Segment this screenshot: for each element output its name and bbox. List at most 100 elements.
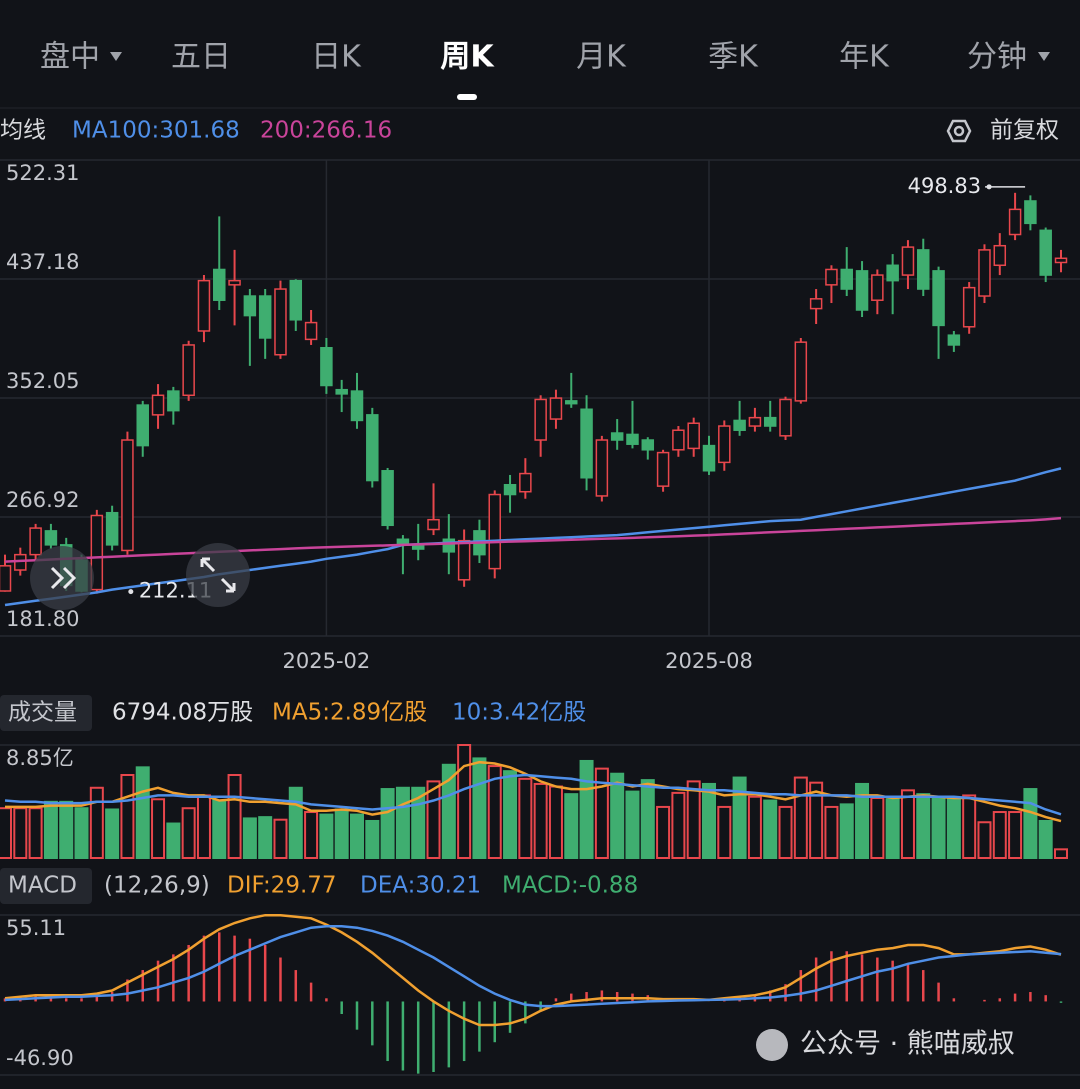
y-tick-label: 55.11: [6, 916, 66, 940]
tab[interactable]: 月K: [576, 40, 627, 75]
candle-body: [886, 264, 899, 282]
volume-bar: [1008, 811, 1023, 859]
tab[interactable]: 年K: [839, 40, 890, 75]
panel-badge: [0, 868, 92, 904]
expand-icon: [200, 557, 236, 593]
y-tick-label: 522.31: [6, 161, 79, 185]
candle-body: [381, 470, 394, 527]
tab[interactable]: 分钟: [967, 40, 1027, 75]
candle-body: [871, 274, 884, 301]
candle-body: [763, 416, 777, 427]
candle-body: [641, 439, 655, 451]
volume-bar: [1023, 788, 1038, 859]
active-indicator: [457, 94, 477, 100]
candle-body: [136, 404, 149, 447]
series-line: [4, 913, 1062, 1027]
candle-body: [289, 279, 303, 321]
series-line: [4, 516, 1062, 563]
expand-button[interactable]: [186, 543, 250, 607]
candle-body: [794, 341, 808, 402]
volume-bar: [319, 813, 334, 860]
legend-entry: 10:3.42亿股: [452, 700, 586, 726]
candle-body: [366, 414, 379, 482]
candle-body: [488, 493, 501, 570]
volume-bar: [900, 789, 915, 860]
candle-body: [335, 388, 348, 395]
candle-body: [503, 483, 517, 496]
y-tick-label: 266.92: [6, 488, 79, 512]
adjustment-toggle[interactable]: 前复权: [990, 118, 1059, 144]
candle-body: [917, 249, 930, 290]
panel-title: MACD: [8, 873, 77, 899]
candle-body: [197, 279, 211, 332]
volume-bar: [839, 803, 854, 859]
candle-body: [258, 295, 272, 339]
panel-title: 成交量: [8, 700, 77, 726]
candle-body: [748, 416, 762, 427]
y-tick-label: 181.80: [6, 607, 79, 631]
volume-bar: [702, 782, 716, 859]
dropdown-arrow[interactable]: [110, 52, 122, 61]
volume-bar: [640, 779, 655, 859]
volume-bar: [855, 782, 870, 859]
y-tick-label: 8.85亿: [6, 746, 74, 770]
volume-bar: [610, 772, 625, 860]
candle-body: [1054, 257, 1068, 264]
legend-entry: MA5:2.89亿股: [272, 700, 427, 726]
macd-header: MACD (12,26,9) DIF:29.77 DEA:30.21 MACD:…: [0, 868, 638, 904]
watermark: 公众号 · 熊喵威叔: [800, 1029, 1015, 1060]
legend-entry: 200:266.16: [260, 118, 392, 144]
volume-bar: [732, 776, 747, 860]
candle-body: [274, 288, 287, 356]
dropdown-arrow[interactable]: [1038, 52, 1050, 61]
candle-body: [167, 390, 180, 412]
volume-bar: [778, 805, 793, 860]
volume-bar: [242, 817, 257, 860]
volume-bar: [273, 818, 288, 859]
volume-bar: [166, 822, 181, 860]
volume-bar: [656, 805, 671, 860]
volume-value: 6794.08万股: [112, 700, 253, 726]
y-tick-label: -46.90: [6, 1046, 74, 1070]
settings-icon[interactable]: [946, 119, 972, 143]
volume-bar: [151, 798, 166, 860]
candle-body: [656, 451, 670, 487]
scroll-icon: [50, 566, 77, 590]
volume-bar: [1038, 819, 1053, 859]
volume-bar: [365, 819, 380, 859]
tab[interactable]: 日K: [311, 40, 362, 75]
candle-body: [855, 270, 869, 311]
candle-body: [457, 539, 471, 581]
x-tick-label: 2025-08: [665, 649, 753, 673]
volume-bar: [227, 774, 242, 860]
candle-body: [809, 298, 823, 310]
candle-body: [687, 422, 700, 450]
volume-bar: [533, 782, 548, 859]
volume-bar: [977, 821, 992, 860]
volume-bar: [334, 808, 349, 859]
high-label: 498.83: [908, 174, 981, 198]
tab[interactable]: 季K: [708, 40, 759, 75]
volume-bar: [13, 807, 28, 859]
tab-active[interactable]: 周K: [440, 40, 495, 75]
volume-bar: [564, 793, 579, 860]
volume-bar: [931, 796, 946, 860]
volume-header: 成交量 6794.08万股 MA5:2.89亿股 10:3.42亿股: [0, 695, 586, 731]
tab[interactable]: 五日: [171, 40, 231, 75]
legend-entry: DEA:30.21: [360, 873, 481, 899]
candle-body: [350, 390, 364, 422]
wechat-icon: [756, 1029, 788, 1061]
candle-body: [243, 295, 257, 317]
series-line: [4, 773, 1062, 816]
volume-bar: [717, 805, 732, 860]
overlay: 公众号 · 熊喵威叔: [30, 543, 1015, 1061]
candle-body: [1039, 229, 1052, 276]
candle-body: [610, 432, 624, 441]
volume-bar: [441, 763, 456, 859]
volume-bar: [809, 781, 824, 860]
tab[interactable]: 盘中: [40, 40, 100, 75]
volume-bar: [395, 786, 410, 859]
volume-bar: [686, 780, 701, 859]
candle-body: [105, 511, 119, 546]
volume-bar: [457, 744, 472, 859]
